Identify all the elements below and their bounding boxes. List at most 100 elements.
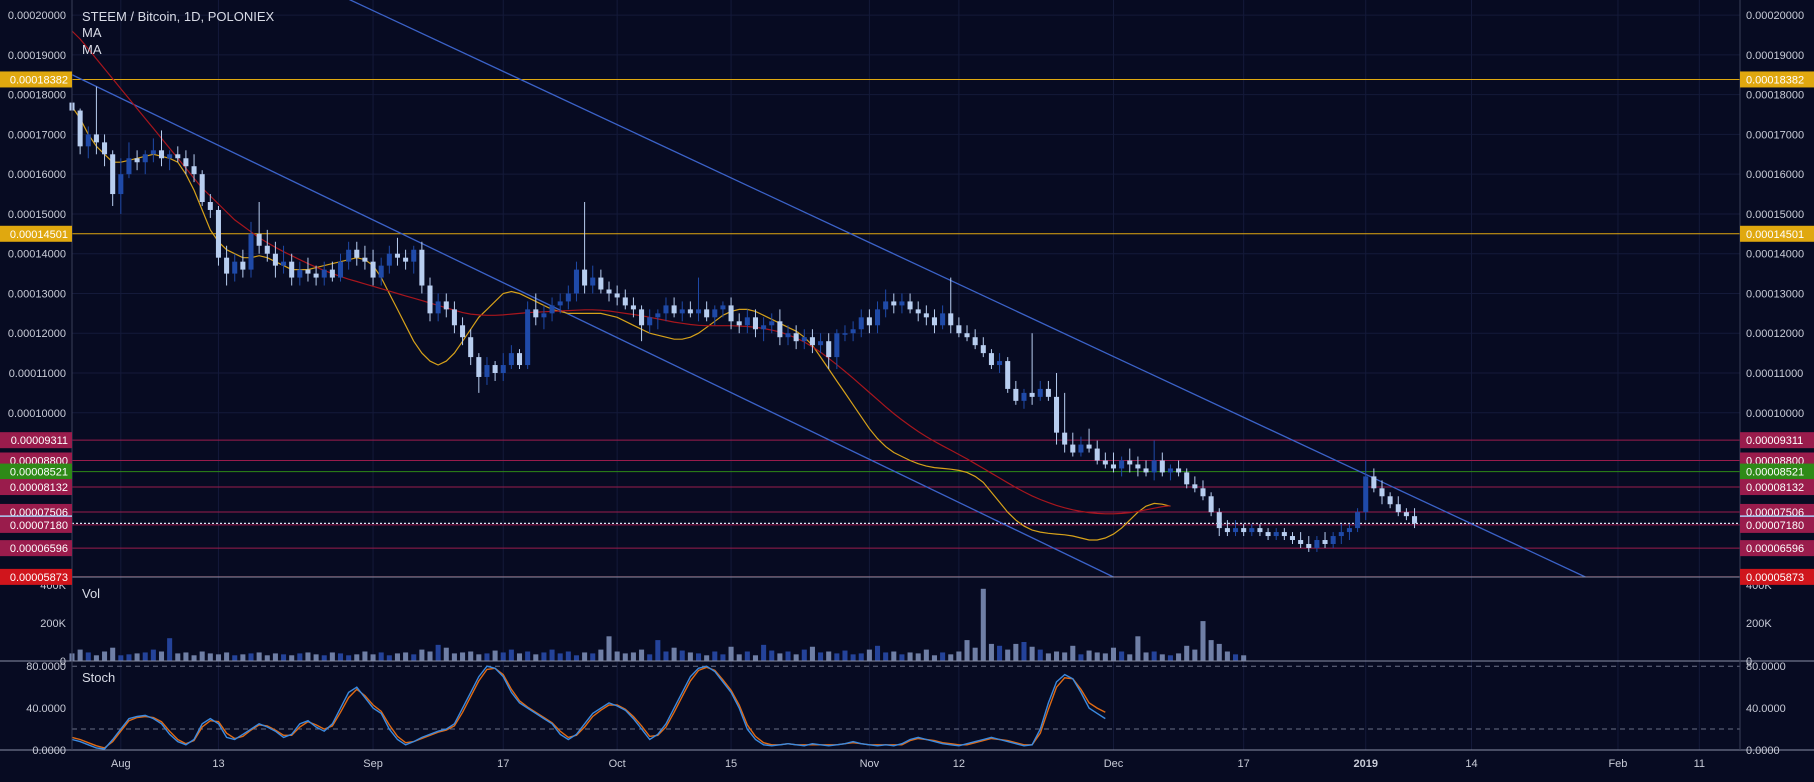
price-tick-right: 0.00020000	[1746, 10, 1804, 22]
volume-bar	[329, 652, 335, 661]
volume-bar	[1127, 654, 1133, 661]
candle-body	[956, 325, 962, 334]
volume-bar	[305, 652, 311, 661]
date-tick: Nov	[860, 758, 880, 770]
candle-body	[1249, 528, 1255, 533]
candle-body	[215, 209, 221, 258]
volume-bar	[1216, 643, 1222, 661]
candle-body	[736, 321, 742, 326]
volume-bar	[1167, 655, 1173, 661]
volume-bar	[801, 649, 807, 661]
candle-body	[1070, 444, 1076, 453]
date-tick: Sep	[363, 758, 383, 770]
candle-body	[1192, 484, 1198, 489]
price-tag-label-left: 0.00005873	[10, 572, 68, 584]
candle-body	[1265, 532, 1271, 537]
candle-body	[394, 253, 400, 258]
volume-bar	[134, 653, 140, 661]
candle-body	[874, 309, 881, 326]
candle-body	[272, 253, 278, 266]
candle-body	[1005, 361, 1011, 389]
candle-body	[679, 309, 685, 314]
volume-bar	[1135, 636, 1141, 661]
volume-bar	[630, 652, 636, 661]
candle-body	[728, 305, 734, 322]
candle-body	[752, 317, 758, 330]
volume-bar	[525, 651, 531, 661]
candle-body	[134, 158, 140, 163]
candle-body	[639, 309, 645, 326]
candle-body	[1184, 472, 1190, 485]
volume-bar	[77, 649, 83, 661]
candle-body	[549, 305, 555, 314]
candle-body	[598, 277, 604, 290]
price-tag-label-left: 0.00014501	[10, 229, 68, 241]
candle-body	[858, 317, 864, 330]
candle-body	[224, 257, 230, 274]
stoch-d-line	[71, 666, 1106, 749]
volume-bar	[606, 636, 612, 661]
price-tag-right	[1740, 463, 1814, 480]
candle-body	[1241, 528, 1247, 533]
volume-bar	[508, 649, 514, 661]
price-tick-right: 0.00018000	[1746, 90, 1804, 102]
price-tick-left: 0.00012000	[8, 328, 66, 340]
price-tag-label-right: 0.00006596	[1746, 543, 1804, 555]
candle-body	[1086, 444, 1092, 449]
volume-bar	[419, 649, 425, 661]
trend-lines[interactable]	[71, 0, 1586, 578]
candle-body	[622, 297, 628, 306]
volume-bar	[720, 654, 726, 661]
candle-body	[1143, 468, 1149, 473]
candle-body	[1102, 460, 1108, 465]
candle-body	[175, 154, 181, 159]
volume-bar	[736, 654, 742, 661]
candle-body	[671, 305, 677, 314]
candle-body	[923, 313, 929, 318]
volume-tick-left: 200K	[40, 618, 66, 630]
volume-bar	[573, 655, 579, 661]
candle-body	[183, 158, 189, 167]
volume-bar	[842, 650, 848, 661]
stoch-tick-right: 80.0000	[1746, 661, 1786, 673]
price-tag-label-right: 0.00007180	[1746, 520, 1804, 532]
candle-body	[199, 174, 205, 203]
candle-body	[1371, 476, 1377, 489]
volume-bar	[1054, 651, 1060, 661]
volume-bar	[769, 650, 775, 661]
candle-body	[403, 257, 409, 262]
volume-bar	[988, 643, 994, 661]
price-tag-label-right: 0.00018382	[1746, 74, 1804, 86]
candle-body	[695, 309, 702, 314]
volume-bar	[199, 651, 205, 661]
candle-body	[110, 154, 116, 195]
candle-body	[1322, 540, 1328, 544]
horizontal-levels[interactable]	[72, 78, 1740, 578]
price-tick-right: 0.00013000	[1746, 288, 1804, 300]
candle-body	[1314, 540, 1320, 548]
volume-bar	[443, 647, 449, 661]
volume-bar	[240, 654, 246, 661]
candle-body	[248, 233, 254, 270]
candle-body	[500, 365, 506, 374]
volume-bar	[728, 646, 734, 661]
trend-line	[71, 74, 1114, 578]
volume-bar	[1045, 653, 1051, 661]
candle-body	[476, 357, 482, 377]
volume-bar	[1200, 621, 1206, 661]
candle-body	[1151, 460, 1157, 473]
candle-body	[590, 277, 596, 286]
price-tick-left: 0.00019000	[8, 50, 66, 62]
volume-bar	[378, 652, 384, 661]
candle-body	[834, 333, 840, 358]
price-tag-left	[0, 479, 72, 496]
volume-bar	[337, 653, 344, 661]
volume-bar	[150, 649, 156, 661]
pane-titles: STEEM / Bitcoin, 1D, POLONIEX MA MA Vol …	[82, 9, 274, 685]
candle-body	[508, 353, 514, 366]
candle-body	[1176, 468, 1182, 473]
candle-body	[451, 309, 457, 326]
volume-bar	[1094, 652, 1100, 661]
